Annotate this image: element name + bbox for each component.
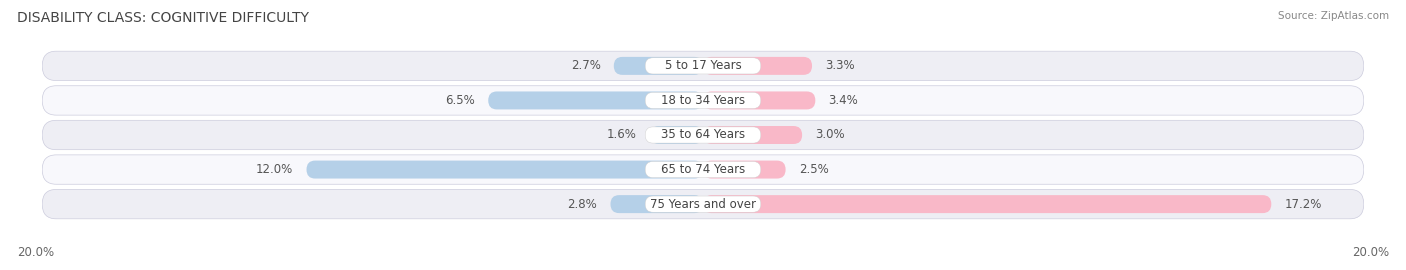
FancyBboxPatch shape (42, 120, 1364, 150)
FancyBboxPatch shape (703, 161, 786, 178)
Text: 3.3%: 3.3% (825, 59, 855, 72)
FancyBboxPatch shape (42, 51, 1364, 80)
FancyBboxPatch shape (703, 195, 1271, 213)
Text: DISABILITY CLASS: COGNITIVE DIFFICULTY: DISABILITY CLASS: COGNITIVE DIFFICULTY (17, 11, 309, 25)
FancyBboxPatch shape (42, 155, 1364, 184)
FancyBboxPatch shape (645, 127, 761, 143)
Text: 12.0%: 12.0% (256, 163, 294, 176)
FancyBboxPatch shape (650, 126, 703, 144)
Text: 2.5%: 2.5% (799, 163, 828, 176)
Text: Source: ZipAtlas.com: Source: ZipAtlas.com (1278, 11, 1389, 21)
FancyBboxPatch shape (42, 86, 1364, 115)
FancyBboxPatch shape (703, 57, 813, 75)
FancyBboxPatch shape (42, 190, 1364, 219)
FancyBboxPatch shape (645, 161, 761, 178)
Text: 65 to 74 Years: 65 to 74 Years (661, 163, 745, 176)
FancyBboxPatch shape (610, 195, 703, 213)
Text: 18 to 34 Years: 18 to 34 Years (661, 94, 745, 107)
FancyBboxPatch shape (645, 58, 761, 74)
Text: 2.7%: 2.7% (571, 59, 600, 72)
FancyBboxPatch shape (703, 126, 801, 144)
FancyBboxPatch shape (488, 92, 703, 109)
Text: 20.0%: 20.0% (1353, 246, 1389, 259)
Text: 75 Years and over: 75 Years and over (650, 198, 756, 211)
Text: 3.0%: 3.0% (815, 129, 845, 141)
Text: 2.8%: 2.8% (568, 198, 598, 211)
Text: 6.5%: 6.5% (446, 94, 475, 107)
FancyBboxPatch shape (645, 196, 761, 212)
FancyBboxPatch shape (614, 57, 703, 75)
Text: 5 to 17 Years: 5 to 17 Years (665, 59, 741, 72)
FancyBboxPatch shape (703, 92, 815, 109)
Text: 35 to 64 Years: 35 to 64 Years (661, 129, 745, 141)
FancyBboxPatch shape (307, 161, 703, 178)
Text: 1.6%: 1.6% (607, 129, 637, 141)
FancyBboxPatch shape (645, 92, 761, 109)
Text: 20.0%: 20.0% (17, 246, 53, 259)
Text: 17.2%: 17.2% (1285, 198, 1322, 211)
Text: 3.4%: 3.4% (828, 94, 858, 107)
